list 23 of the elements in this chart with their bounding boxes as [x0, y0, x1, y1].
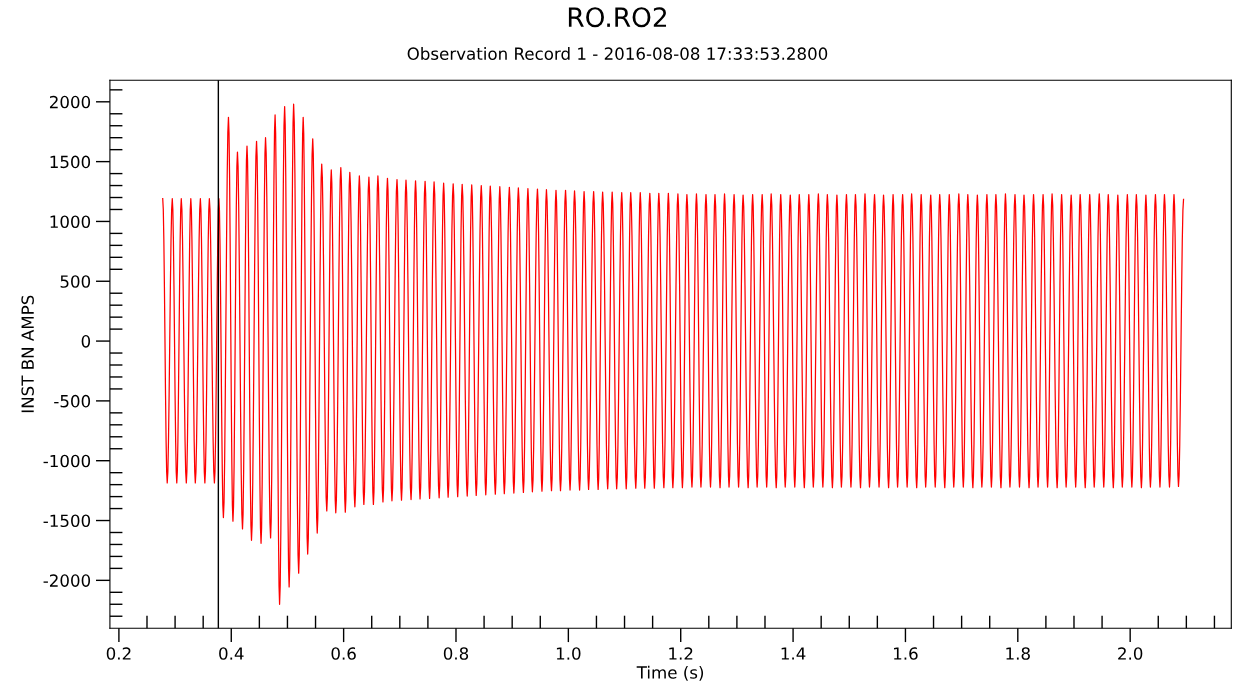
- x-tick-label: 2.0: [1118, 647, 1143, 660]
- chart-title: RO.RO2: [568, 7, 667, 28]
- x-tick-label: 1.4: [781, 647, 806, 660]
- chart-subtitle: Observation Record 1 - 2016-08-08 17:33:53.2800: [407, 47, 828, 60]
- y-tick-label: 500: [60, 275, 91, 288]
- x-tick-label: 1.8: [1006, 647, 1030, 660]
- y-tick-label: -2000: [43, 574, 91, 587]
- x-axis-title: Time (s): [636, 665, 704, 681]
- x-tick-label: 1.0: [556, 647, 581, 660]
- y-tick-label: 0: [81, 335, 91, 348]
- y-tick-label: 1500: [50, 155, 91, 169]
- y-tick-label: -1000: [43, 454, 91, 468]
- y-tick-label: 1000: [50, 215, 91, 229]
- x-tick-label: 1.2: [669, 647, 693, 660]
- y-tick-label: 2000: [49, 95, 91, 109]
- x-tick-label: 1.6: [894, 647, 918, 660]
- x-tick-label: 0.4: [219, 647, 244, 660]
- x-tick-label: 0.8: [443, 647, 469, 660]
- x-tick-label: 0.6: [331, 647, 356, 660]
- x-tick-label: 0.2: [106, 647, 131, 660]
- y-tick-label: -500: [54, 394, 91, 408]
- y-axis-title: INST BN AMPS: [21, 295, 34, 413]
- y-tick-label: -1500: [43, 514, 91, 528]
